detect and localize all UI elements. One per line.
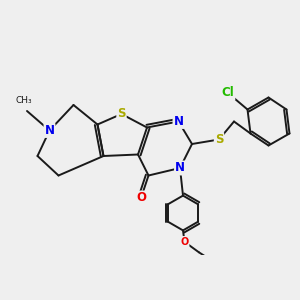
Text: N: N — [44, 124, 55, 137]
Text: N: N — [175, 161, 185, 175]
Text: O: O — [136, 191, 146, 205]
Text: S: S — [117, 107, 126, 121]
Text: N: N — [173, 115, 184, 128]
Text: CH₃: CH₃ — [16, 96, 32, 105]
Text: S: S — [215, 133, 223, 146]
Text: O: O — [180, 237, 189, 247]
Text: Cl: Cl — [222, 86, 234, 100]
